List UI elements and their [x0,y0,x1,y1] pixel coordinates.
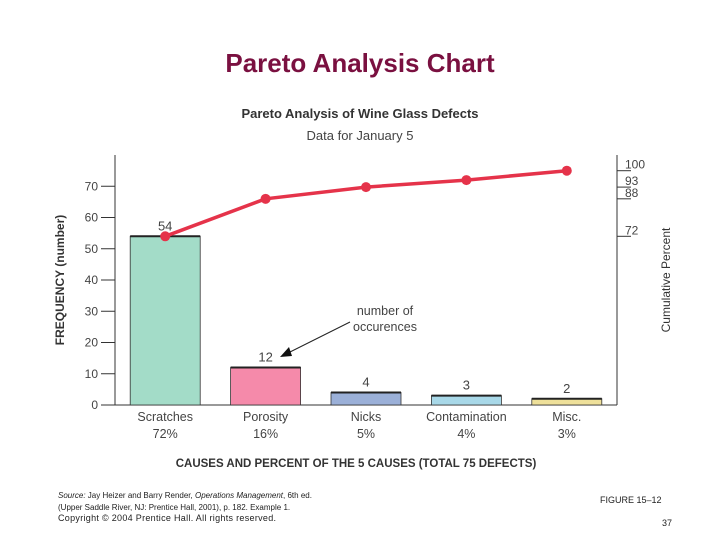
cumulative-line [164,168,567,238]
bar-value-label: 3 [463,378,470,393]
bar-porosity [230,367,302,406]
source-authors: Jay Heizer and Barry Render, [85,491,195,500]
x-tick-label: Scratches [137,410,193,424]
x-tick-percent: 72% [153,427,178,441]
x-tick-percent: 5% [357,427,375,441]
source-edition: , 6th ed. [283,491,312,500]
annotation-arrowhead [280,347,292,357]
slide-title: Pareto Analysis Chart [225,48,495,78]
y2-tick-label: 88 [625,186,639,200]
figure-label: FIGURE 15–12 [600,495,662,505]
cumulative-point [561,165,572,176]
x-tick-label: Contamination [426,410,507,424]
y2-tick-label: 72 [625,223,639,237]
y2-axis-title: Cumulative Percent [659,227,673,332]
cumulative-point [461,175,472,186]
y2-tick-label: 93 [625,174,639,188]
y2-tick-label: 100 [625,158,645,172]
cumulative-point [260,193,271,204]
source-book: Operations Management [194,491,284,500]
bar-value-label: 12 [258,350,272,365]
cumulative-point [160,231,171,242]
x-tick-percent: 16% [253,427,278,441]
copyright-notice: Copyright © 2004 Prentice Hall. All righ… [58,513,277,523]
cumulative-point [361,182,371,193]
bar-contamination [430,395,502,406]
y-tick-label: 20 [85,336,99,350]
y-tick-label: 40 [85,273,99,287]
bar-value-label: 54 [158,218,172,233]
bar-nicks [330,392,402,406]
x-tick-percent: 4% [457,427,475,441]
y-axis-title: FREQUENCY (number) [53,215,67,345]
x-tick-percent: 3% [558,427,576,441]
bar-value-label: 2 [563,381,570,396]
source-citation: Source: Jay Heizer and Barry Render, Ope… [58,491,312,500]
y-tick-label: 70 [85,179,99,193]
chart-subtitle: Data for January 5 [306,128,414,143]
y-tick-label: 60 [85,211,99,225]
x-tick-label: Porosity [243,410,289,424]
y-tick-label: 10 [85,367,99,381]
annotation-line2: occurences [353,320,417,334]
bar-scratches [129,235,201,406]
y-tick-label: 50 [85,242,99,256]
annotation-line1: number of [357,304,414,318]
x-tick-label: Misc. [552,410,581,424]
source-label: Source: [58,491,86,500]
chart-title: Pareto Analysis of Wine Glass Defects [241,106,479,121]
x-axis-title: CAUSES AND PERCENT OF THE 5 CAUSES (TOTA… [176,458,537,470]
annotation-arrow-line [287,321,351,354]
source-citation-line2: (Upper Saddle River, NJ: Prentice Hall, … [58,503,291,512]
y-tick-label: 30 [85,304,99,318]
x-tick-label: Nicks [351,410,382,424]
page-number: 37 [662,518,673,528]
bar-value-label: 4 [362,375,369,390]
y-tick-label: 0 [91,398,98,412]
